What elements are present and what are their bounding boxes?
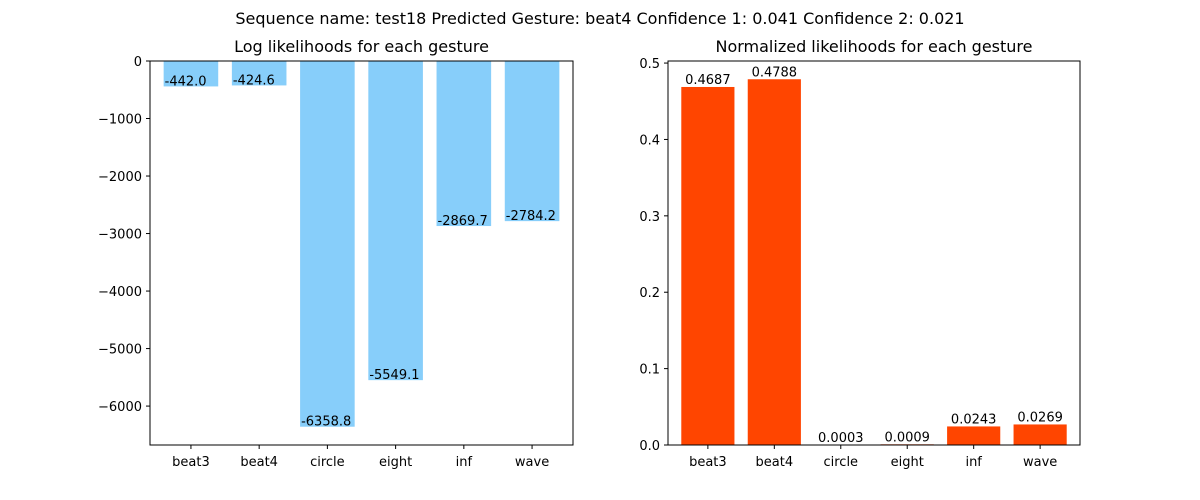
log-ytick-label: 0: [134, 55, 142, 70]
norm-bar-beat3: [681, 86, 735, 446]
log-xtick-label: beat3: [172, 455, 210, 470]
log-xtick-label: beat4: [240, 455, 278, 470]
norm-ytick-label: 0.4: [639, 133, 660, 148]
norm-ytick-label: 0.3: [639, 210, 660, 225]
log-ytick-label: −4000: [98, 285, 142, 300]
norm-value-label-beat4: 0.4788: [752, 65, 798, 80]
norm-ytick-label: 0.0: [639, 439, 660, 454]
norm-xtick-label: wave: [1023, 455, 1057, 470]
log-xtick-label: circle: [310, 455, 345, 470]
norm-bar-beat4: [747, 79, 801, 445]
log-ytick-label: −5000: [98, 343, 142, 358]
log-ytick-label: −6000: [98, 400, 142, 415]
log-ytick-label: −3000: [98, 228, 142, 243]
norm-value-label-eight: 0.0009: [884, 430, 930, 445]
log-xtick-label: wave: [515, 455, 549, 470]
norm-bar-inf: [947, 426, 1001, 445]
log-bar-beat3: [163, 61, 219, 87]
norm-ytick-label: 0.1: [639, 363, 660, 378]
log-bar-eight: [368, 61, 423, 381]
norm-bar-wave: [1013, 424, 1067, 445]
norm-value-label-wave: 0.0269: [1017, 410, 1063, 425]
log-xtick-label: inf: [456, 455, 473, 470]
norm-value-label-beat3: 0.4687: [685, 73, 731, 88]
norm-xtick-label: beat3: [689, 455, 727, 470]
norm-value-label-circle: 0.0003: [818, 431, 864, 446]
log-bar-inf: [436, 61, 492, 227]
norm-xtick-label: inf: [965, 455, 982, 470]
log-xtick-label: eight: [379, 455, 412, 470]
norm-ytick-label: 0.5: [639, 57, 660, 72]
norm-xtick-label: eight: [891, 455, 924, 470]
log-value-label-circle: -6358.8: [301, 415, 351, 430]
log-chart-title: Log likelihoods for each gesture: [234, 37, 489, 56]
log-bar-wave: [504, 61, 560, 222]
log-value-label-beat4: -424.6: [233, 73, 275, 88]
norm-ytick-label: 0.2: [639, 286, 660, 301]
log-value-label-eight: -5549.1: [369, 368, 419, 383]
log-ytick-label: −1000: [98, 113, 142, 128]
norm-chart-title: Normalized likelihoods for each gesture: [715, 37, 1032, 56]
log-bar-circle: [300, 61, 355, 427]
log-ytick-label: −2000: [98, 170, 142, 185]
normalized-likelihood-chart: Normalized likelihoods for each gesture 0…: [639, 37, 1081, 470]
log-axes-frame: [149, 60, 574, 446]
norm-xtick-label: beat4: [756, 455, 794, 470]
log-bar-beat4: [231, 61, 287, 86]
figure-suptitle: Sequence name: test18 Predicted Gesture:…: [235, 9, 964, 28]
log-value-label-inf: -2869.7: [438, 214, 488, 229]
norm-value-label-inf: 0.0243: [951, 412, 997, 427]
norm-axes-frame: [667, 60, 1081, 446]
log-value-label-wave: -2784.2: [506, 209, 556, 224]
log-likelihood-chart: Log likelihoods for each gesture -442.0 -4…: [98, 37, 574, 470]
log-value-label-beat3: -442.0: [165, 74, 207, 89]
norm-xtick-label: circle: [823, 455, 858, 470]
